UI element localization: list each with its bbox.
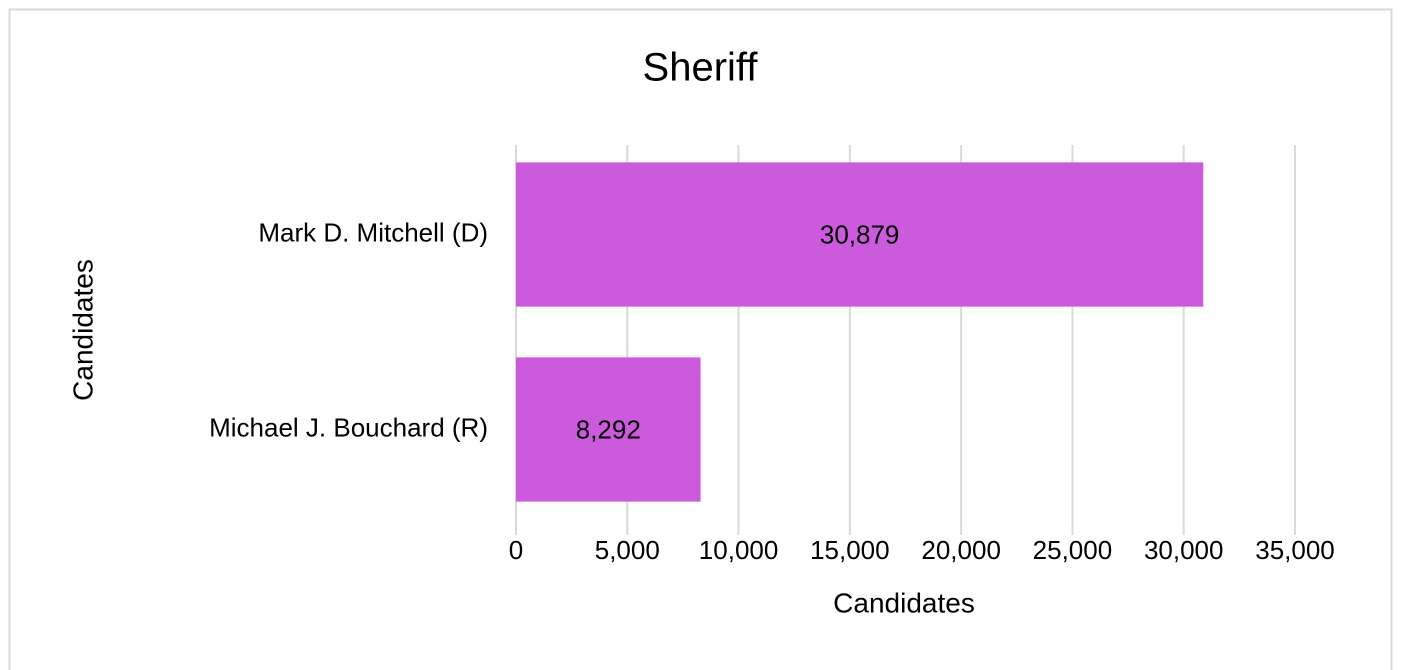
- x-tick-label: 15,000: [810, 535, 890, 565]
- x-tick-label: 10,000: [699, 535, 779, 565]
- y-tick-label: Michael J. Bouchard (R): [209, 412, 488, 442]
- data-label: 8,292: [576, 414, 641, 444]
- y-axis-label: Candidates: [67, 259, 98, 401]
- bar: [516, 357, 701, 502]
- x-tick-label: 35,000: [1255, 535, 1335, 565]
- x-tick-label: 5,000: [595, 535, 660, 565]
- chart-title: Sheriff: [643, 46, 759, 90]
- y-tick-label: Mark D. Mitchell (D): [258, 217, 488, 247]
- x-tick-label: 25,000: [1033, 535, 1113, 565]
- x-tick-label: 30,000: [1144, 535, 1224, 565]
- x-tick-label: 0: [509, 535, 523, 565]
- chart-frame: [8, 8, 1393, 670]
- x-tick-label: 20,000: [921, 535, 1001, 565]
- x-axis-label: Candidates: [833, 587, 975, 618]
- bar: [516, 162, 1204, 307]
- data-label: 30,879: [820, 219, 900, 249]
